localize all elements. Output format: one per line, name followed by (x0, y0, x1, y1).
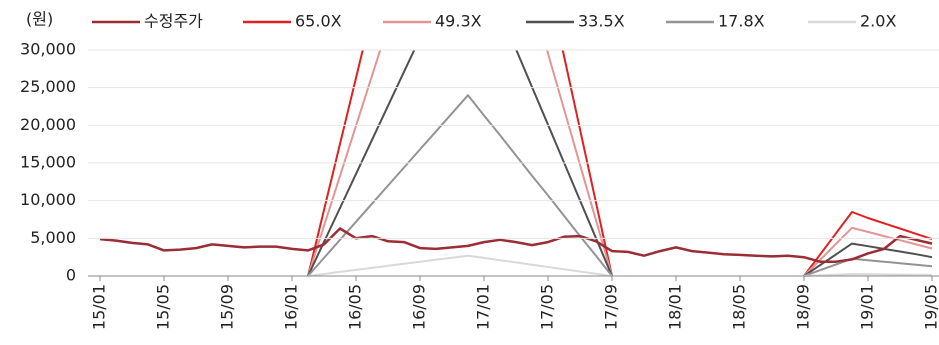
legend-label: 17.8X (718, 12, 765, 31)
series-line (307, 254, 933, 277)
series-line (99, 227, 933, 263)
series-line (307, 50, 933, 277)
x-tick-label: 16/01 (282, 284, 301, 330)
y-unit: (원) (26, 10, 53, 29)
x-tick-label: 17/05 (538, 284, 557, 330)
y-tick-label: 25,000 (20, 77, 76, 96)
x-tick-label: 17/01 (474, 284, 493, 330)
y-tick-label: 10,000 (20, 190, 76, 209)
x-tick-label: 15/01 (90, 284, 109, 330)
y-tick-label: 30,000 (20, 40, 76, 59)
x-tick-label: 18/05 (730, 284, 749, 330)
x-tick-label: 19/05 (922, 284, 939, 330)
y-tick-label: 0 (66, 266, 76, 285)
legend-label: 33.5X (578, 12, 625, 31)
legend-label: 65.0X (295, 12, 342, 31)
plot-area (99, 50, 933, 277)
series-line (307, 50, 933, 277)
y-tick-label: 15,000 (20, 153, 76, 172)
x-tick-label: 18/09 (794, 284, 813, 330)
y-tick-label: 20,000 (20, 115, 76, 134)
x-tick-label: 15/09 (218, 284, 237, 330)
legend-label: 49.3X (435, 12, 482, 31)
x-tick-label: 16/09 (410, 284, 429, 330)
legend-label: 수정주가 (144, 12, 203, 31)
x-tick-label: 16/05 (346, 284, 365, 330)
series-line (307, 94, 933, 277)
x-tick-label: 19/01 (858, 284, 877, 330)
x-tick-label: 15/05 (154, 284, 173, 330)
series-line (307, 50, 933, 277)
x-tick-label: 18/01 (666, 284, 685, 330)
y-tick-label: 5,000 (30, 228, 76, 247)
legend-label: 2.0X (860, 12, 896, 31)
x-tick-label: 17/09 (602, 284, 621, 330)
